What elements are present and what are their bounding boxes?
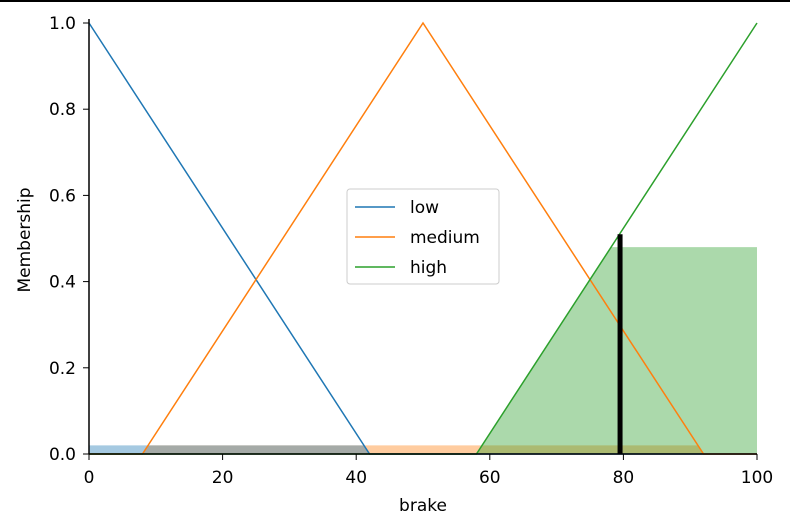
x-tick-label: 40 — [345, 468, 367, 488]
y-tick-label: 1.0 — [49, 14, 76, 34]
x-tick-label: 20 — [212, 468, 234, 488]
y-axis-label: Membership — [15, 187, 35, 292]
axes — [88, 19, 757, 455]
y-tick-label: 0.6 — [49, 186, 76, 206]
legend: low medium high — [346, 188, 500, 285]
x-axis-label: brake — [399, 496, 447, 516]
y-tick-label: 0.0 — [49, 445, 76, 465]
x-tick-label: 60 — [479, 468, 501, 488]
x-tick-label: 0 — [84, 468, 95, 488]
y-tick-label: 0.2 — [49, 359, 76, 379]
y-tick-label: 0.4 — [49, 273, 76, 293]
legend-label-medium: medium — [410, 228, 480, 248]
legend-label-high: high — [410, 258, 447, 278]
fill-region-low — [89, 445, 757, 454]
legend-box — [346, 188, 500, 285]
x-tick-label: 100 — [741, 468, 773, 488]
fill-region-medium — [89, 445, 757, 454]
y-tick-label: 0.8 — [49, 100, 76, 120]
fill-regions — [89, 247, 757, 454]
x-tick-label: 80 — [613, 468, 635, 488]
legend-label-low: low — [410, 198, 439, 218]
fill-region-high — [89, 247, 757, 454]
ticks: 0 20 40 60 80 100 0.0 0.2 0.4 0.6 0.8 1.0 — [49, 14, 773, 488]
